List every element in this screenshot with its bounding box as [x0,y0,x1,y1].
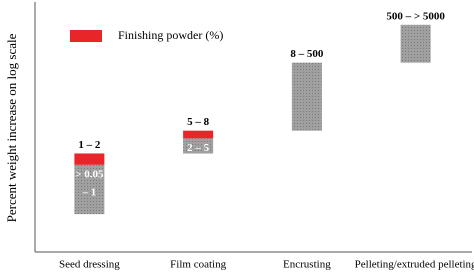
legend-swatch [70,30,102,42]
y-axis-label: Percent weight increase on log scale [4,33,19,222]
range-bar [74,164,105,215]
x-tick-label: Encrusting [283,259,331,271]
value-label: 5 – 8 [187,116,210,128]
range-bar [291,62,322,131]
range-bar [183,130,214,139]
value-label: 8 – 500 [290,48,324,60]
range-bar [400,24,431,63]
x-tick-label: Seed dressing [59,259,120,271]
value-label: – 1 [82,186,97,198]
legend-label: Finishing powder (%) [118,28,223,42]
x-tick-label: Film coating [170,259,226,271]
value-label: 1 – 2 [78,139,101,151]
value-label: > 0.05 [75,168,104,180]
range-bar [183,138,214,154]
range-bar [74,153,105,165]
x-tick-label: Pelleting/extruded pelleting [355,259,474,271]
value-label: 2 – 5 [187,142,210,154]
value-label: 500 – > 5000 [386,10,445,22]
